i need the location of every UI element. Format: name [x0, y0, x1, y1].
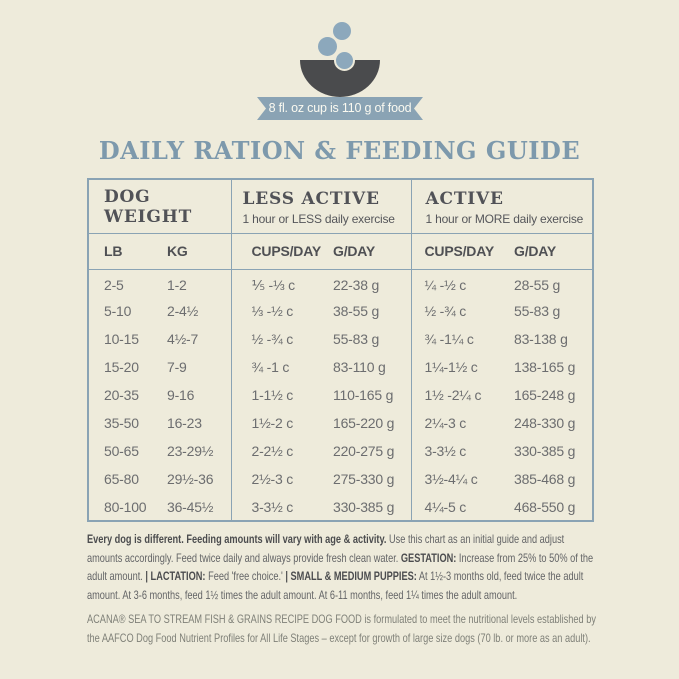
table-row: 35-50 16-23 1½-2 c 165-220 g 2¼-3 c 248-330 g [88, 409, 593, 437]
table-cell: ⅓ -½ c [230, 297, 332, 325]
table-cell: 23-29½ [167, 443, 214, 459]
group-subtitle: 1 hour or MORE daily exercise [425, 211, 584, 226]
table-cell: 50-65 [104, 443, 139, 459]
cup-measure-text: 8 fl. oz cup is 110 g of food [268, 101, 412, 115]
table-cell: 275-330 g [333, 471, 395, 487]
group-header-dog-weight: DOG WEIGHT [88, 179, 231, 234]
column-header-lb: LB [88, 233, 152, 270]
table-cell: 3½-4¼ c [410, 465, 513, 493]
table-cell: 2-5 [104, 277, 124, 294]
table-cell: 36-45½ [167, 498, 214, 515]
table-cell: 2¼-3 c [410, 409, 513, 437]
table-cell: 83-138 g [514, 331, 568, 347]
note-text-segment: Increase from 25% to 50% of the adult am… [87, 551, 594, 584]
table-cell: 35-50 [104, 415, 139, 431]
notes-paragraph-1: Every dog is different. Feeding amounts … [87, 531, 600, 605]
column-header-g-day: G/DAY [513, 233, 594, 270]
feeding-guide-table: DOG WEIGHT LESS ACTIVE 1 hour or LESS da… [87, 178, 595, 522]
table-cell: 16-23 [167, 415, 202, 431]
table-cell: 55-83 g [333, 331, 380, 347]
table-cell: 138-165 g [514, 359, 576, 375]
table-cell: 385-468 g [514, 471, 576, 487]
group-subtitle: 1 hour or LESS daily exercise [242, 211, 395, 226]
column-header-kg: KG [152, 233, 231, 270]
group-header-row: DOG WEIGHT LESS ACTIVE 1 hour or LESS da… [88, 179, 594, 234]
table-cell: 80-100 [104, 498, 147, 515]
table-cell: 165-248 g [514, 387, 576, 403]
table-cell: ⅕ -⅓ c [230, 269, 332, 297]
note-text-segment: Every dog is different. Feeding amounts … [87, 533, 387, 546]
table-cell: 468-550 g [514, 498, 576, 515]
table-row: 50-65 23-29½ 2-2½ c 220-275 g 3-3½ c 330-385 … [88, 437, 593, 465]
table-row: 5-10 2-4½ ⅓ -½ c 38-55 g ½ -¾ c 55-83 g [88, 297, 593, 325]
note-text-segment: | SMALL & MEDIUM PUPPIES: [285, 570, 417, 584]
table-cell: 220-275 g [333, 443, 395, 459]
table-cell: 2-4½ [167, 303, 199, 319]
table-cell: 4¼-5 c [410, 493, 513, 521]
group-label: ACTIVE [425, 188, 504, 209]
table-cell: 2-2½ c [230, 437, 332, 465]
table-cell: 1-2 [167, 277, 187, 294]
table-cell: 7-9 [167, 359, 187, 375]
note-text-segment: | LACTATION: [145, 570, 206, 584]
table-row: 20-35 9-16 1-1½ c 110-165 g 1½ -2¼ c 165-248 … [88, 381, 593, 409]
note-text-segment: Use this chart as an initial guide and a… [87, 533, 565, 565]
column-header-cups-day: CUPS/DAY [410, 233, 513, 270]
group-label: LESS ACTIVE [242, 188, 380, 209]
note-text-segment: At 1½-3 months old, feed twice the adult… [87, 570, 584, 602]
table-cell: 330-385 g [333, 498, 395, 515]
column-header-cups-day: CUPS/DAY [230, 233, 332, 270]
table-cell: 248-330 g [514, 415, 576, 431]
table-cell: 28-55 g [514, 277, 561, 294]
page-title: DAILY RATION & FEEDING GUIDE [98, 136, 581, 165]
table-cell: ½ -¾ c [230, 325, 332, 353]
table-cell: 4½-7 [167, 331, 199, 347]
table-cell: 110-165 g [333, 387, 394, 403]
column-header-row: LB KG CUPS/DAY G/DAY CUPS/DAY G/DAY [88, 233, 594, 270]
table-cell: 29½-36 [167, 471, 214, 487]
note-text-segment: GESTATION: [400, 551, 457, 565]
note-text-segment: Feed 'free choice.' [205, 570, 286, 584]
table-cell: 2½-3 c [230, 465, 332, 493]
table-cell: 1-1½ c [230, 381, 332, 409]
kibble-dot-icon [334, 50, 355, 71]
kibble-dot-icon [318, 37, 337, 56]
table-body: 2-5 1-2 ⅕ -⅓ c 22-38 g ¼ -½ c 28-55 g 5-10 2-4½… [88, 269, 593, 521]
table-cell: ¾ -1¼ c [410, 325, 513, 353]
column-header-g-day: G/DAY [332, 233, 411, 270]
table-cell: 165-220 g [333, 415, 395, 431]
table-cell: 5-10 [104, 303, 132, 319]
group-label: DOG WEIGHT [104, 186, 193, 228]
table-cell: 10-15 [104, 331, 139, 347]
table-cell: 330-385 g [514, 443, 576, 459]
table-row: 15-20 7-9 ¾ -1 c 83-110 g 1¼-1½ c 138-165 g [88, 353, 593, 381]
table-row: 2-5 1-2 ⅕ -⅓ c 22-38 g ¼ -½ c 28-55 g [88, 269, 593, 297]
table-cell: ½ -¾ c [410, 297, 513, 325]
table-cell: 65-80 [104, 471, 139, 487]
table-row: 65-80 29½-36 2½-3 c 275-330 g 3½-4¼ c 385-468… [88, 465, 593, 493]
cup-measure-banner: 8 fl. oz cup is 110 g of food [257, 97, 423, 120]
table-cell: 83-110 g [333, 359, 386, 375]
table-cell: ¼ -½ c [410, 269, 513, 297]
table-cell: 1½ -2¼ c [410, 381, 513, 409]
table-cell: 1¼-1½ c [410, 353, 513, 381]
table-cell: 20-35 [104, 387, 139, 403]
table-cell: ¾ -1 c [230, 353, 332, 381]
notes-paragraph-2: ACANA® SEA TO STREAM FISH & GRAINS RECIP… [87, 613, 596, 645]
group-header-active: ACTIVE 1 hour or MORE daily exercise [410, 179, 594, 234]
group-header-less-active: LESS ACTIVE 1 hour or LESS daily exercis… [230, 179, 411, 234]
table-row: 80-100 36-45½ 3-3½ c 330-385 g 4¼-5 c 468-550… [88, 493, 593, 521]
table-cell: 15-20 [104, 359, 139, 375]
table-cell: 55-83 g [514, 303, 561, 319]
table-cell: 9-16 [167, 387, 195, 403]
table-cell: 1½-2 c [230, 409, 332, 437]
table-cell: 3-3½ c [230, 493, 332, 521]
kibble-dot-icon [333, 22, 351, 40]
table-cell: 22-38 g [333, 277, 380, 294]
table-row: 10-15 4½-7 ½ -¾ c 55-83 g ¾ -1¼ c 83-138 g [88, 325, 593, 353]
table-cell: 3-3½ c [410, 437, 513, 465]
table-cell: 38-55 g [333, 303, 380, 319]
